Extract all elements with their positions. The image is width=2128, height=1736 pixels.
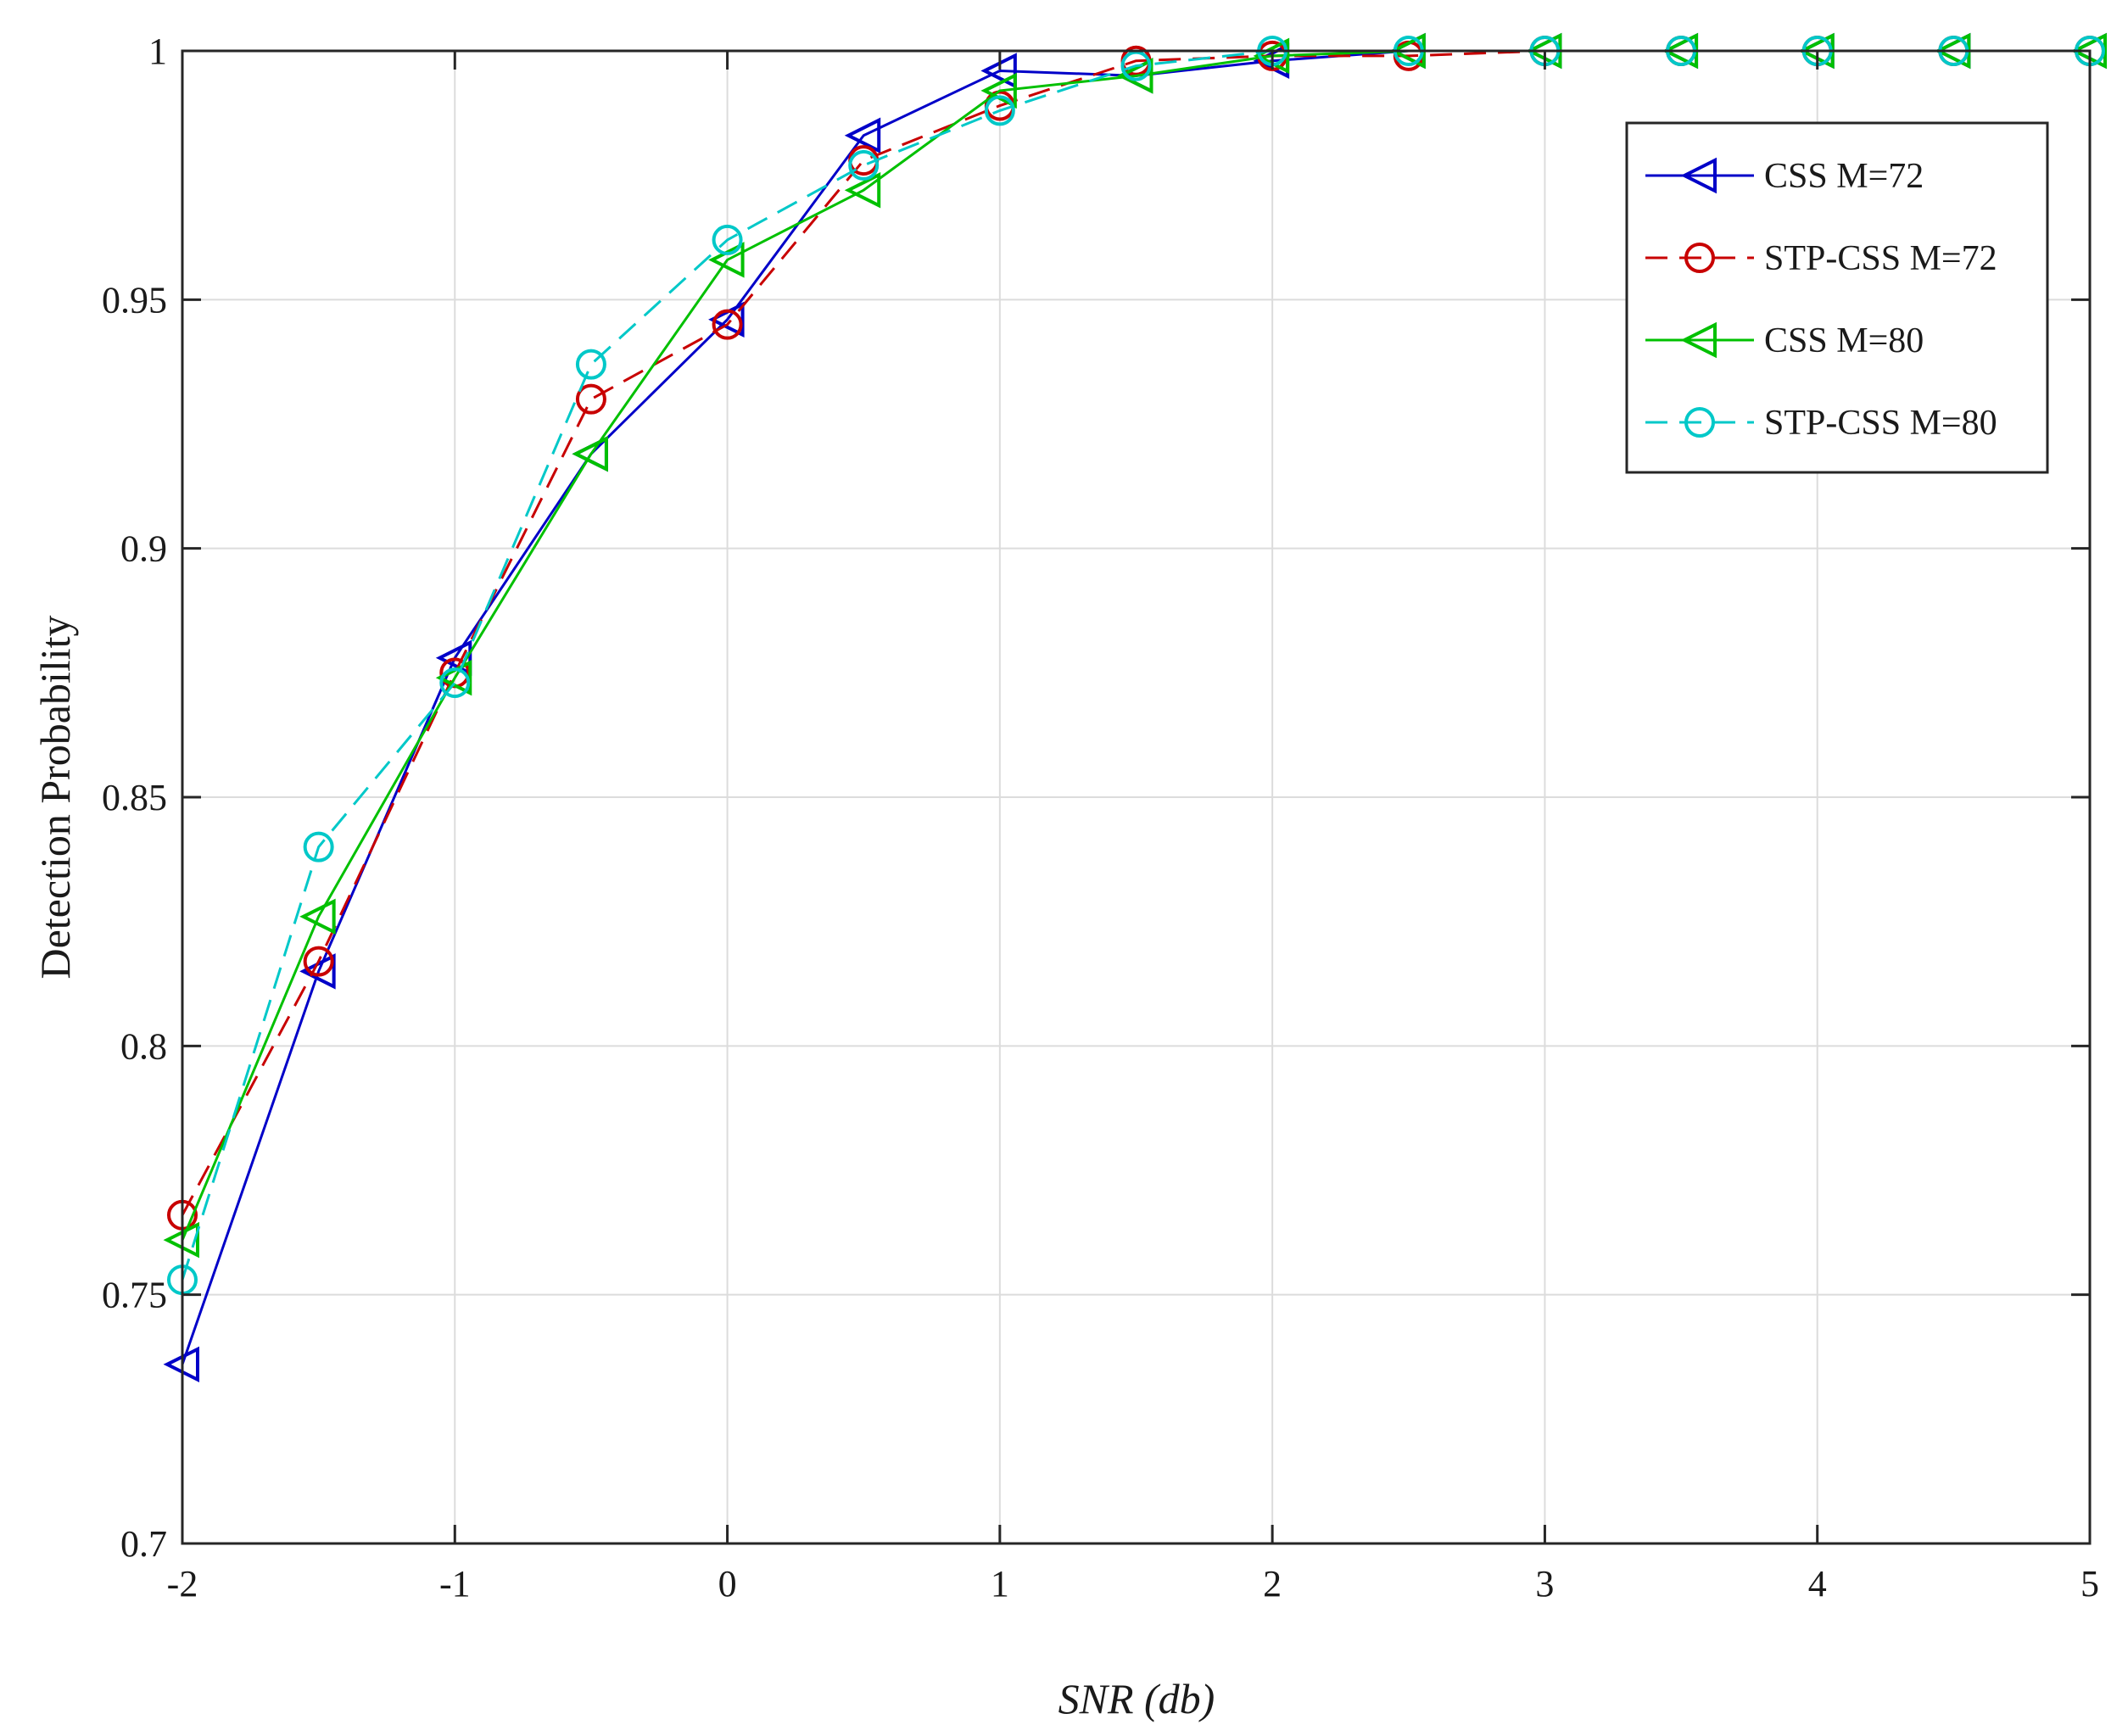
x-tick-label: 5 bbox=[2081, 1563, 2099, 1605]
data-point bbox=[844, 117, 881, 154]
legend-entry: STP-CSS M=80 bbox=[1645, 404, 1997, 443]
x-tick-label: 2 bbox=[1263, 1563, 1282, 1605]
data-point bbox=[572, 435, 608, 472]
legend-marker bbox=[1680, 157, 1717, 194]
x-axis-label: SNR (db) bbox=[1058, 1675, 1215, 1722]
legend-marker bbox=[1684, 243, 1715, 273]
x-tick-label: 0 bbox=[718, 1563, 737, 1605]
data-point bbox=[575, 349, 606, 380]
y-tick-label: 0.85 bbox=[102, 777, 167, 818]
legend-entry: CSS M=80 bbox=[1645, 321, 1924, 360]
y-tick-label: 0.8 bbox=[120, 1025, 167, 1067]
data-point bbox=[1117, 58, 1153, 94]
x-tick-label: 1 bbox=[991, 1563, 1009, 1605]
data-point bbox=[844, 172, 881, 209]
y-tick-label: 0.7 bbox=[120, 1523, 167, 1565]
data-point bbox=[303, 946, 334, 977]
y-tick-label: 1 bbox=[148, 31, 167, 72]
x-tick-label: 3 bbox=[1535, 1563, 1554, 1605]
y-axis-label: Detection Probability bbox=[31, 615, 79, 979]
y-tick-label: 0.75 bbox=[102, 1275, 167, 1316]
axes-layer: -2 -1 0 1 2 3 4 5 0.7 0.75 0.8 0.85 0.9 0.95 1 bbox=[102, 31, 2099, 1605]
legend-label: CSS M=72 bbox=[1764, 157, 1924, 196]
x-tick-label: -1 bbox=[439, 1563, 471, 1605]
x-tick-label: 4 bbox=[1808, 1563, 1827, 1605]
data-point bbox=[712, 309, 743, 340]
legend-label: STP-CSS M=72 bbox=[1764, 239, 1997, 278]
legend-label: CSS M=80 bbox=[1764, 321, 1924, 360]
legend: CSS M=72 STP-CSS M=72 CSS M=80 STP-CSS M=80 bbox=[1625, 121, 2049, 474]
x-tick-label: -2 bbox=[167, 1563, 198, 1605]
data-point bbox=[848, 149, 880, 181]
legend-entry: STP-CSS M=72 bbox=[1645, 239, 1997, 278]
legend-entry: CSS M=72 bbox=[1645, 157, 1924, 196]
data-point bbox=[303, 831, 334, 862]
data-point bbox=[575, 383, 606, 415]
legend-label: STP-CSS M=80 bbox=[1764, 404, 1997, 443]
data-point bbox=[984, 95, 1015, 126]
legend-marker bbox=[1680, 321, 1717, 359]
y-tick-label: 0.95 bbox=[102, 279, 167, 321]
y-tick-label: 0.9 bbox=[120, 528, 167, 570]
data-point bbox=[1120, 50, 1152, 81]
data-point bbox=[299, 898, 336, 935]
data-point bbox=[712, 224, 743, 255]
data-point bbox=[439, 667, 471, 699]
data-point bbox=[435, 639, 472, 676]
legend-marker bbox=[1684, 407, 1715, 438]
